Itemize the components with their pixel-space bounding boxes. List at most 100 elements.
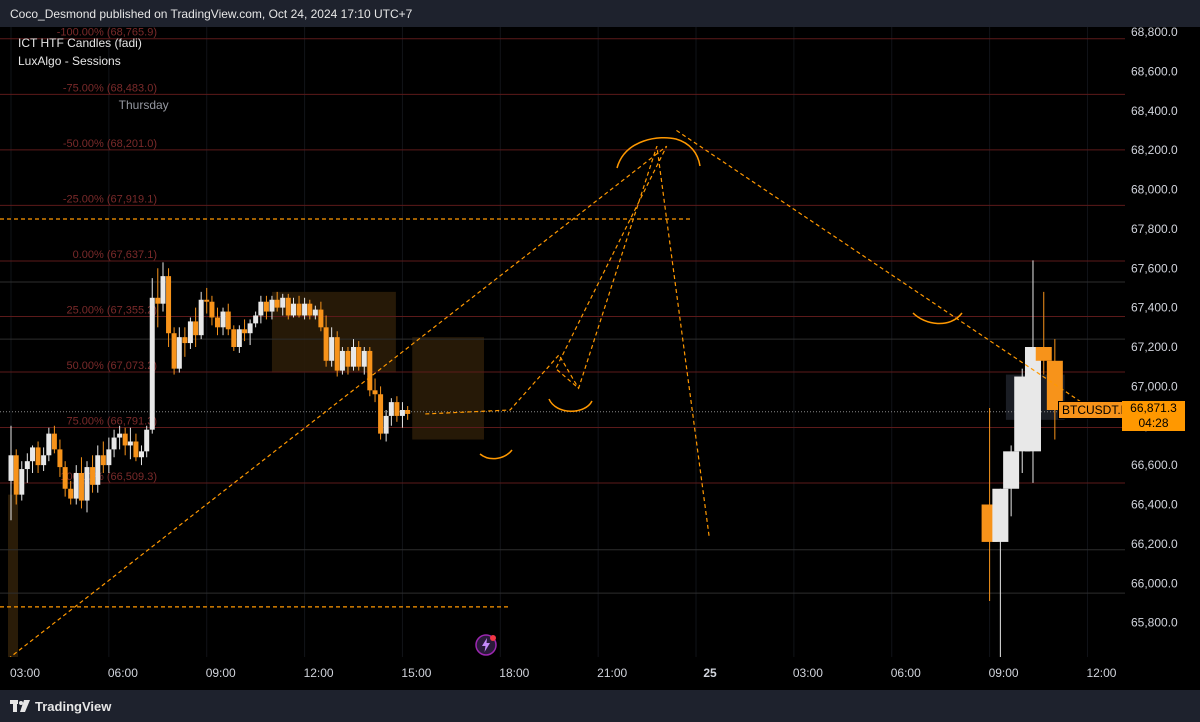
candle-body [231, 329, 237, 347]
candle-body [312, 309, 318, 316]
candle-body [90, 467, 96, 485]
candle-body [405, 410, 411, 414]
time-axis-svg[interactable]: 03:00 06:00 09:00 12:00 15:00 18:00 21:00 25 03:… [0, 657, 1125, 690]
candle [133, 433, 139, 462]
candle [356, 341, 362, 371]
candle [372, 378, 378, 403]
price-tick-label: 66,200.0 [1131, 537, 1178, 551]
candle-body [100, 455, 106, 466]
candle-body [149, 297, 155, 430]
candle [231, 325, 237, 351]
candle [329, 327, 335, 367]
price-tick-label: 67,800.0 [1131, 222, 1178, 236]
candle [285, 293, 291, 320]
candle-body [399, 410, 405, 416]
candle-body [144, 429, 150, 452]
candle-body [13, 455, 19, 495]
fib-level-label: -25.00% (67,919.1) [63, 193, 157, 205]
candle-body [367, 350, 373, 391]
candle-body [290, 303, 296, 316]
candle [280, 293, 286, 316]
candle-body [176, 337, 182, 369]
candle [220, 307, 226, 336]
candle [166, 268, 172, 347]
candle [378, 386, 384, 440]
candle-body [19, 469, 25, 495]
candle-body [30, 447, 36, 462]
fib-level-label: 75.00% (66,791.3) [66, 415, 157, 427]
candle-body [334, 337, 340, 371]
candle [345, 347, 351, 375]
candle-body [122, 433, 128, 446]
indicator-luxalgo-sessions[interactable]: LuxAlgo - Sessions [18, 54, 121, 68]
chart-svg[interactable]: -100.00% (68,765.9) -75.00% (68,483.0) -50… [0, 27, 1125, 657]
candle [383, 410, 389, 442]
candle [155, 268, 161, 328]
hand-drawn-arc [548, 398, 593, 412]
candle [198, 291, 204, 340]
price-tick-label: 68,000.0 [1131, 183, 1178, 197]
candle [57, 439, 63, 477]
candle [144, 425, 150, 458]
time-tick-label: 15:00 [401, 666, 431, 680]
candle-body [307, 303, 313, 316]
hand-drawn-arc [479, 449, 513, 460]
candle-body [166, 276, 172, 334]
time-tick-label: 06:00 [891, 666, 921, 680]
fib-level-label: 50.00% (67,073.2) [66, 360, 157, 372]
price-tick-label: 65,600.0 [1131, 655, 1178, 657]
candle [405, 406, 411, 420]
last-price-tag: 66,871.3 04:28 [1122, 401, 1185, 431]
candle-body [388, 402, 394, 416]
candle [73, 465, 79, 505]
candle-body [351, 347, 357, 367]
time-tick-label: 03:00 [10, 666, 40, 680]
candle-body [95, 455, 101, 485]
candle-body [242, 329, 248, 334]
candle-body [41, 455, 47, 466]
fib-level-label: 25.00% (67,355.2) [66, 304, 157, 316]
time-axis[interactable]: 03:00 06:00 09:00 12:00 15:00 18:00 21:00 25 03:… [0, 657, 1125, 690]
candle-body [269, 299, 275, 312]
price-axis[interactable]: 68,800.0 68,600.0 68,400.0 68,200.0 68,000.0… [1125, 25, 1200, 669]
candle-body [78, 473, 84, 501]
candle [274, 291, 280, 312]
price-tick-label: 67,600.0 [1131, 261, 1178, 275]
candle [193, 307, 199, 347]
hand-drawn-arc [616, 136, 701, 169]
tradingview-brand-text: TradingView [35, 698, 112, 714]
candle [149, 278, 155, 434]
session-box [412, 337, 484, 440]
candle [307, 299, 313, 320]
chart-plot-area[interactable]: -100.00% (68,765.9) -75.00% (68,483.0) -50… [0, 27, 1125, 657]
time-tick-label: 12:00 [304, 666, 334, 680]
candle [176, 327, 182, 373]
candle-body [127, 441, 133, 446]
candle-body [51, 433, 57, 450]
price-tick-label: 66,000.0 [1131, 576, 1178, 590]
candle-body [1024, 347, 1041, 452]
publisher-bar: Coco_Desmond published on TradingView.co… [0, 0, 1200, 27]
candle-body [302, 303, 308, 316]
candle [334, 331, 340, 377]
candle [46, 427, 52, 462]
candle [296, 295, 302, 318]
session-box [8, 494, 18, 657]
indicator-ict-htf-candles[interactable]: ICT HTF Candles (fadi) [18, 36, 142, 50]
projection-path [9, 145, 710, 657]
candle [95, 445, 101, 493]
time-tick-label: 12:00 [1086, 666, 1116, 680]
tradingview-brand[interactable]: TradingView [10, 698, 111, 714]
candle-body [106, 449, 112, 466]
price-axis-svg[interactable]: 68,800.0 68,600.0 68,400.0 68,200.0 68,000.0… [1125, 25, 1200, 669]
candle [160, 262, 166, 312]
candle-body [253, 315, 259, 324]
candle [312, 305, 318, 320]
price-tick-label: 66,400.0 [1131, 498, 1178, 512]
candle-body [57, 449, 63, 468]
candle-body [73, 473, 79, 499]
candle-body [187, 321, 193, 344]
candle-body [225, 311, 231, 330]
lightning-icon[interactable] [474, 633, 498, 657]
candle [323, 315, 329, 367]
